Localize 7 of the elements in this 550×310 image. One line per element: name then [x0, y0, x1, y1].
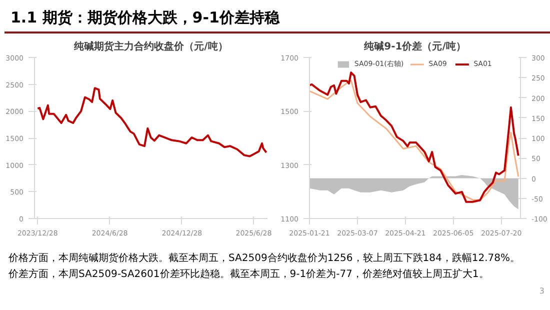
- text: 价格方面，本周纯碱期货价格大跌。截至本周五，SA2509合约收盘价为1256，较上周五下跌184，跌幅12.78%。: [8, 252, 520, 264]
- text: 3: [539, 286, 545, 296]
- chart-title: 纯碱期货主力合约收盘价（元/吨）: [73, 40, 228, 52]
- text: 1.1 期货：期货价格大跌，9-1价差持稳: [10, 8, 280, 26]
- line-series: [36, 87, 268, 158]
- chart-title: 纯碱9-1价差（元/吨）: [363, 40, 466, 52]
- text: 价差方面，本周SA2509-SA2601价差环比趋稳。截至本周五，9-1价差为-77，价差绝对值较上周五扩大1。: [8, 268, 489, 280]
